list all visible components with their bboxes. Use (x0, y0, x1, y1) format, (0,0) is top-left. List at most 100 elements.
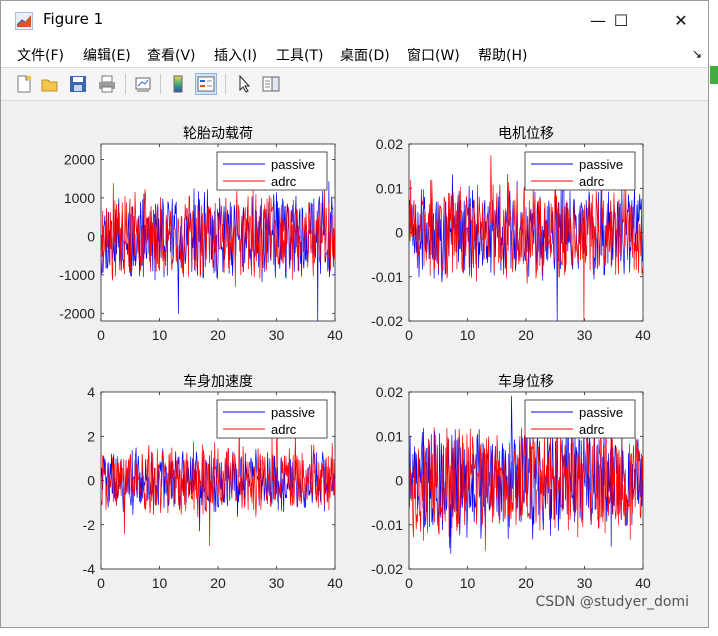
x-tick-label: 20 (210, 327, 226, 343)
axes-title: 车身加速度 (183, 373, 253, 389)
minimize-button[interactable]: — (576, 1, 620, 39)
x-tick-label: 10 (152, 327, 168, 343)
x-tick-label: 40 (327, 575, 343, 591)
menu-insert[interactable]: 插入(I) (214, 48, 258, 64)
toolbar-separator (160, 74, 161, 94)
y-tick-label: -2 (83, 517, 96, 533)
legend-button[interactable] (195, 73, 217, 95)
matlab-logo-icon (15, 12, 33, 30)
edit-plot-button[interactable] (233, 73, 255, 95)
y-tick-label: -0.01 (371, 269, 403, 285)
y-tick-label: -0.01 (371, 517, 403, 533)
property-inspector-icon (262, 76, 280, 92)
title-bar[interactable]: Figure 1 — ☐ ✕ (1, 1, 708, 39)
menu-tools[interactable]: 工具(T) (276, 48, 324, 64)
link-plot-button[interactable] (132, 73, 154, 95)
y-tick-label: 0 (87, 228, 95, 244)
x-tick-label: 30 (577, 327, 593, 343)
menu-bar: 文件(F) 编辑(E) 查看(V) 插入(I) 工具(T) 桌面(D) 窗口(W… (1, 39, 708, 67)
legend-box (524, 399, 636, 439)
toolbar-separator (225, 74, 226, 94)
series-line-adrc (101, 414, 335, 546)
y-tick-label: 0.02 (376, 384, 403, 400)
menu-help[interactable]: 帮助(H) (478, 48, 528, 64)
colorbar-button[interactable] (167, 73, 189, 95)
y-tick-label: 0.02 (376, 136, 403, 152)
legend-box (216, 399, 328, 439)
legend-label-adrc: adrc (579, 174, 605, 189)
open-file-icon (41, 79, 58, 92)
toolbar-separator (125, 74, 126, 94)
legend-box (524, 151, 636, 191)
new-figure-button[interactable] (13, 73, 35, 95)
y-tick-label: 2 (87, 428, 95, 444)
legend-label-passive: passive (579, 157, 623, 172)
x-tick-label: 20 (210, 575, 226, 591)
axes-1: 轮胎动载荷 0 10 20 30 40 -2000 -1000 0 1000 2000 passive… (59, 125, 343, 343)
legend-label-adrc: adrc (271, 422, 297, 437)
y-tick-label: 2000 (64, 151, 95, 167)
y-tick-label: 0.01 (376, 428, 403, 444)
menu-desktop[interactable]: 桌面(D) (340, 48, 390, 64)
series-line-passive (101, 181, 335, 321)
legend-icon (197, 76, 215, 92)
y-tick-label: 4 (87, 384, 95, 400)
x-tick-label: 20 (518, 575, 534, 591)
watermark-text: CSDN @studyer_domi (535, 594, 689, 610)
x-tick-label: 0 (97, 327, 105, 343)
background-strip (709, 0, 718, 636)
corner-arrow-icon[interactable]: ↘ (691, 47, 702, 61)
axes-title: 电机位移 (498, 125, 554, 141)
axes-2: 电机位移 0 10 20 30 40 -0.02 -0.01 0 0.01 0.02 passive a… (371, 125, 651, 343)
x-tick-label: 40 (635, 327, 651, 343)
series-line-adrc (409, 420, 643, 551)
y-tick-label: -0.02 (371, 313, 403, 329)
axes-title: 车身位移 (498, 373, 554, 389)
maximize-icon: ☐ (613, 10, 629, 30)
y-tick-label: 1000 (64, 190, 95, 206)
legend: passive adrc (216, 399, 328, 439)
maximize-button[interactable]: ☐ (599, 1, 643, 39)
axes-3: 车身加速度 0 10 20 30 40 -4 -2 0 2 4 passive adrc (83, 373, 343, 591)
series-line-adrc (409, 155, 643, 321)
menu-window[interactable]: 窗口(W) (407, 48, 460, 64)
x-tick-label: 30 (269, 575, 285, 591)
x-tick-label: 0 (97, 575, 105, 591)
series-line-adrc (101, 183, 335, 287)
figure-toolbar (1, 67, 708, 101)
window-title: Figure 1 (43, 10, 104, 28)
legend: passive adrc (524, 151, 636, 191)
y-tick-label: -4 (83, 561, 96, 577)
y-tick-label: 0 (395, 473, 403, 489)
save-button[interactable] (67, 73, 89, 95)
x-tick-label: 0 (405, 327, 413, 343)
open-file-button[interactable] (39, 73, 61, 95)
print-icon (99, 75, 115, 93)
x-tick-label: 40 (327, 327, 343, 343)
close-icon: ✕ (674, 10, 688, 30)
y-tick-label: -0.02 (371, 561, 403, 577)
axes-title: 轮胎动载荷 (183, 125, 253, 141)
menu-file[interactable]: 文件(F) (17, 48, 64, 64)
close-button[interactable]: ✕ (659, 1, 703, 39)
axes-4: 车身位移 0 10 20 30 40 -0.02 -0.01 0 0.01 0.02 passive a… (371, 373, 651, 591)
x-tick-label: 40 (635, 575, 651, 591)
x-tick-label: 0 (405, 575, 413, 591)
minimize-icon: — (590, 10, 606, 30)
y-tick-label: -2000 (59, 305, 95, 321)
menu-edit[interactable]: 编辑(E) (83, 48, 131, 64)
x-tick-label: 10 (152, 575, 168, 591)
y-tick-label: 0 (87, 473, 95, 489)
print-button[interactable] (96, 73, 118, 95)
menu-view[interactable]: 查看(V) (147, 48, 196, 64)
new-figure-icon (17, 75, 32, 93)
save-icon (70, 76, 86, 92)
x-tick-label: 20 (518, 327, 534, 343)
colorbar-icon (173, 75, 183, 93)
legend-label-passive: passive (271, 405, 315, 420)
x-tick-label: 10 (460, 327, 476, 343)
property-inspector-button[interactable] (260, 73, 282, 95)
x-tick-label: 30 (269, 327, 285, 343)
background-tab (710, 66, 718, 84)
